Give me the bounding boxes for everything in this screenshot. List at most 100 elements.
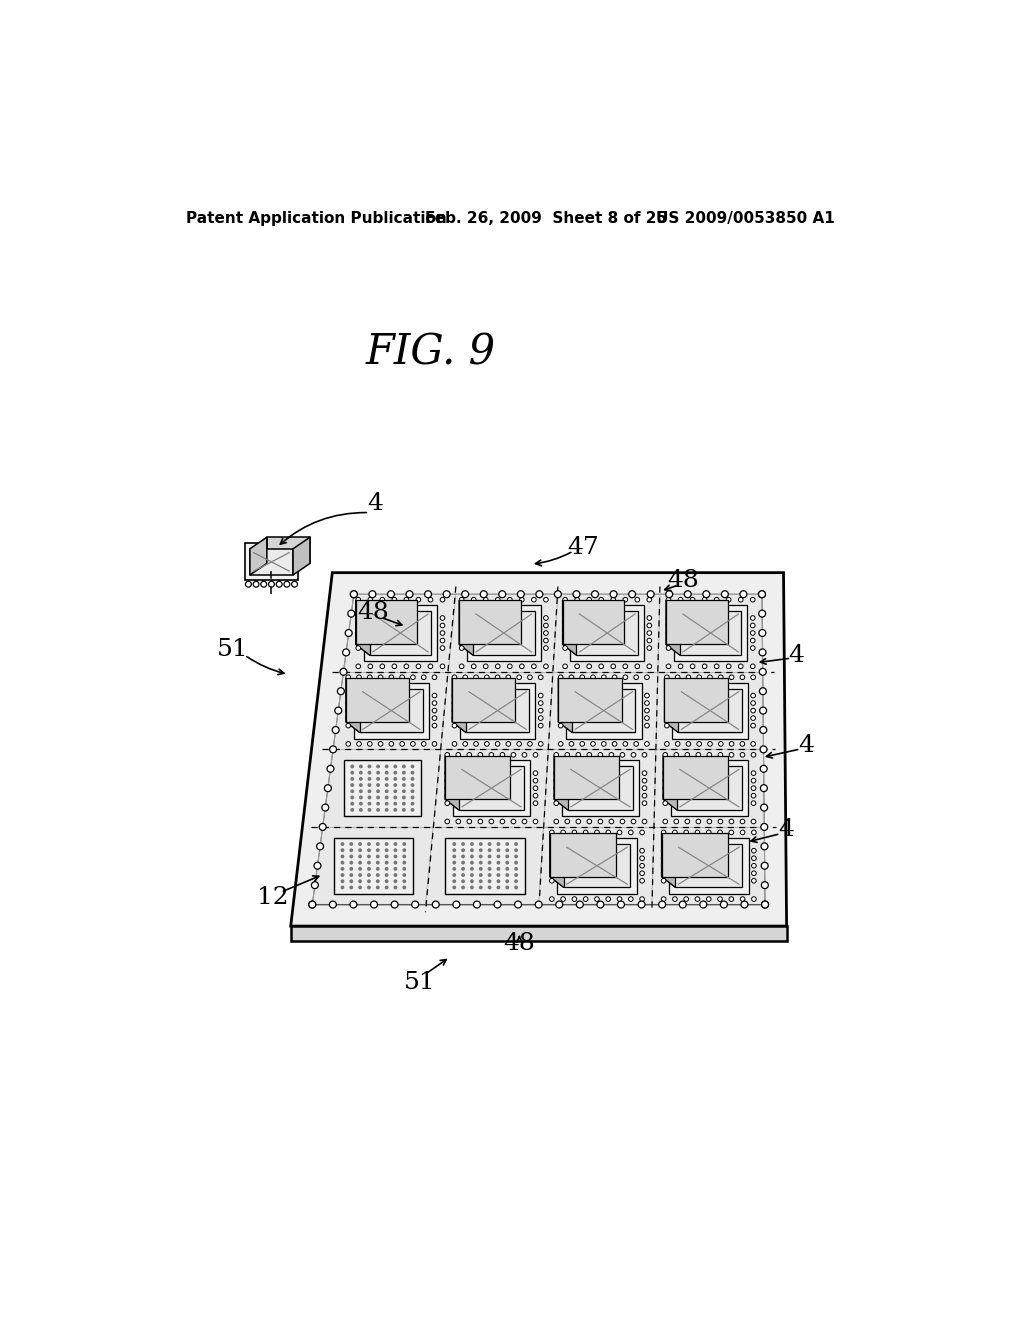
Circle shape [635, 664, 640, 669]
Circle shape [621, 820, 625, 824]
Circle shape [470, 867, 474, 871]
Polygon shape [678, 689, 741, 733]
Circle shape [707, 896, 711, 902]
Circle shape [349, 873, 353, 876]
Circle shape [729, 820, 734, 824]
Text: 4: 4 [799, 734, 814, 756]
Circle shape [376, 808, 380, 812]
Circle shape [751, 715, 756, 721]
Circle shape [356, 598, 360, 602]
Circle shape [428, 664, 433, 669]
Polygon shape [346, 678, 410, 722]
Circle shape [376, 764, 380, 768]
Circle shape [702, 598, 707, 602]
Circle shape [309, 902, 315, 908]
Circle shape [385, 764, 388, 768]
Polygon shape [554, 755, 620, 799]
Circle shape [349, 842, 353, 846]
Polygon shape [459, 767, 524, 810]
Circle shape [554, 779, 558, 783]
Circle shape [642, 779, 647, 783]
Circle shape [740, 896, 744, 902]
Circle shape [404, 664, 409, 669]
Circle shape [623, 742, 628, 746]
Circle shape [393, 879, 397, 883]
Circle shape [332, 726, 339, 734]
Circle shape [440, 631, 444, 635]
Circle shape [617, 830, 622, 834]
Circle shape [505, 854, 509, 858]
Circle shape [663, 779, 668, 783]
Circle shape [376, 849, 380, 853]
Polygon shape [445, 755, 510, 799]
Circle shape [461, 861, 465, 865]
Circle shape [519, 664, 524, 669]
Circle shape [611, 664, 615, 669]
Circle shape [479, 867, 482, 871]
Circle shape [261, 581, 266, 587]
Circle shape [665, 723, 670, 727]
Circle shape [740, 675, 744, 680]
Circle shape [440, 645, 444, 651]
Circle shape [385, 873, 388, 876]
Polygon shape [666, 601, 728, 644]
Circle shape [676, 675, 680, 680]
Circle shape [368, 789, 372, 793]
Polygon shape [459, 601, 473, 655]
Circle shape [456, 820, 461, 824]
Circle shape [349, 886, 353, 890]
Circle shape [402, 867, 407, 871]
Circle shape [350, 902, 357, 908]
Circle shape [337, 688, 344, 694]
Circle shape [539, 715, 543, 721]
Circle shape [376, 771, 380, 775]
Polygon shape [452, 678, 466, 733]
Circle shape [453, 873, 456, 876]
Circle shape [634, 742, 638, 746]
Circle shape [368, 664, 373, 669]
Circle shape [460, 664, 464, 669]
Circle shape [411, 783, 415, 787]
Circle shape [642, 752, 647, 758]
Circle shape [402, 854, 407, 858]
Circle shape [558, 675, 563, 680]
Circle shape [574, 664, 580, 669]
Polygon shape [562, 644, 638, 655]
Circle shape [348, 610, 354, 616]
Circle shape [558, 723, 563, 727]
Polygon shape [459, 644, 535, 655]
Circle shape [453, 879, 456, 883]
Polygon shape [662, 833, 676, 887]
Circle shape [584, 896, 588, 902]
Circle shape [663, 785, 668, 791]
Circle shape [702, 664, 707, 669]
Circle shape [623, 675, 628, 680]
Circle shape [411, 789, 415, 793]
Polygon shape [562, 601, 577, 655]
Circle shape [487, 861, 492, 865]
Circle shape [665, 693, 670, 698]
Circle shape [380, 598, 385, 602]
Circle shape [662, 863, 666, 869]
Polygon shape [665, 678, 678, 733]
Circle shape [539, 675, 543, 680]
Circle shape [489, 820, 494, 824]
Circle shape [752, 830, 756, 834]
Polygon shape [680, 611, 741, 655]
Polygon shape [557, 838, 637, 894]
Circle shape [432, 693, 437, 698]
Circle shape [358, 867, 362, 871]
Circle shape [563, 631, 567, 635]
Circle shape [389, 675, 393, 680]
Circle shape [349, 854, 353, 858]
Circle shape [349, 849, 353, 853]
Circle shape [346, 675, 350, 680]
Circle shape [751, 664, 755, 669]
Circle shape [678, 664, 683, 669]
Circle shape [460, 645, 464, 651]
Circle shape [456, 752, 461, 758]
Circle shape [479, 873, 482, 876]
Circle shape [453, 861, 456, 865]
Circle shape [385, 849, 388, 853]
Circle shape [514, 842, 518, 846]
